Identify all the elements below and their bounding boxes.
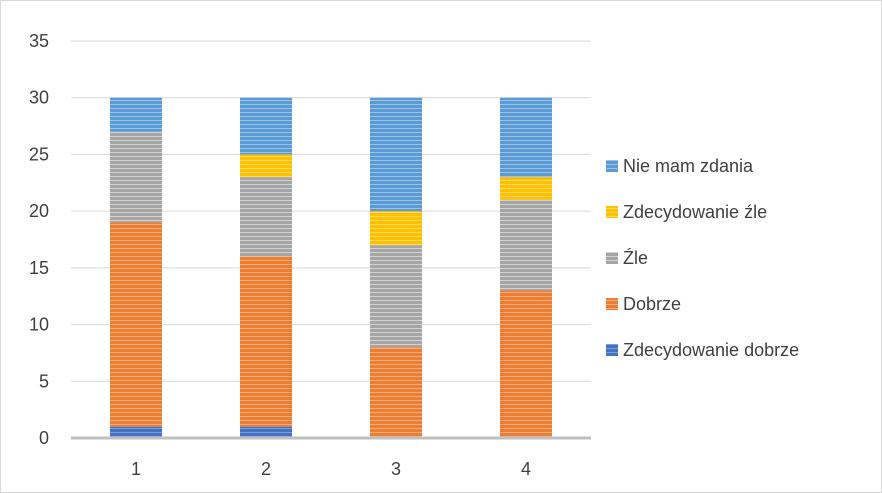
y-tick-label: 15 bbox=[29, 258, 49, 278]
x-tick-label: 4 bbox=[521, 459, 531, 479]
legend-label: Źle bbox=[623, 248, 648, 268]
y-axis-ticks: 0 5 10 15 20 25 30 35 bbox=[29, 31, 49, 448]
legend-label: Zdecydowanie dobrze bbox=[623, 340, 799, 360]
bar-segment bbox=[240, 426, 292, 438]
y-tick-label: 0 bbox=[39, 428, 49, 448]
legend-label: Zdecydowanie źle bbox=[623, 202, 767, 222]
bar-segment bbox=[370, 347, 422, 438]
y-tick-label: 20 bbox=[29, 201, 49, 221]
y-tick-label: 10 bbox=[29, 315, 49, 335]
bar-segment bbox=[500, 290, 552, 438]
y-tick-label: 30 bbox=[29, 88, 49, 108]
bar-segment bbox=[500, 177, 552, 200]
bar-segment bbox=[500, 199, 552, 291]
x-tick-label: 2 bbox=[261, 459, 271, 479]
legend-swatch bbox=[606, 298, 618, 310]
legend-swatch bbox=[606, 344, 618, 356]
legend-swatch bbox=[606, 160, 618, 172]
bar-segment bbox=[110, 97, 162, 132]
bar-segment bbox=[110, 131, 162, 223]
bars bbox=[110, 97, 552, 438]
y-tick-label: 25 bbox=[29, 144, 49, 164]
y-tick-label: 35 bbox=[29, 31, 49, 51]
legend-label: Nie mam zdania bbox=[623, 156, 754, 176]
x-tick-label: 1 bbox=[131, 459, 141, 479]
legend-swatch bbox=[606, 206, 618, 218]
bar-segment bbox=[370, 97, 422, 212]
bar-segment bbox=[240, 177, 292, 257]
bar-segment bbox=[500, 97, 552, 178]
x-axis-ticks: 1 2 3 4 bbox=[131, 459, 531, 479]
bar-segment bbox=[110, 426, 162, 438]
bar-segment bbox=[240, 97, 292, 155]
legend-label: Dobrze bbox=[623, 294, 681, 314]
legend-swatch bbox=[606, 252, 618, 264]
legend: Nie mam zdania Zdecydowanie źle Źle Dobrze Z… bbox=[606, 156, 799, 360]
y-tick-label: 5 bbox=[39, 371, 49, 391]
bar-segment bbox=[370, 211, 422, 246]
bar-segment bbox=[240, 256, 292, 427]
bar-segment bbox=[370, 245, 422, 348]
bar-segment bbox=[240, 154, 292, 178]
bar-segment bbox=[110, 222, 162, 427]
x-tick-label: 3 bbox=[391, 459, 401, 479]
